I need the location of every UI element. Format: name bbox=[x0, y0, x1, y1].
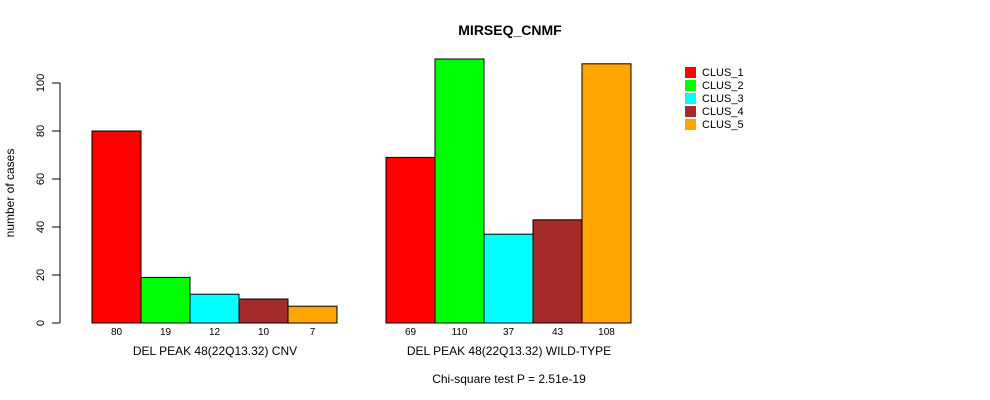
chi-square-footnote: Chi-square test P = 2.51e-19 bbox=[432, 372, 586, 386]
y-tick-label: 20 bbox=[35, 269, 47, 281]
legend-label: CLUS_3 bbox=[702, 93, 744, 105]
bar-value-label: 80 bbox=[111, 327, 123, 338]
bar-value-label: 43 bbox=[552, 327, 564, 338]
bar-clus-3 bbox=[189, 293, 240, 324]
bar-value-label: 69 bbox=[405, 327, 417, 338]
group-label-cnv: DEL PEAK 48(22Q13.32) CNV bbox=[133, 344, 297, 358]
y-tick-label: 80 bbox=[35, 125, 47, 137]
bar-clus-2 bbox=[434, 58, 485, 324]
bar-clus-4 bbox=[532, 219, 583, 324]
y-tick-label: 0 bbox=[35, 320, 47, 326]
bar-value-label: 19 bbox=[160, 327, 172, 338]
legend-label: CLUS_5 bbox=[702, 119, 744, 131]
chart-title: MIRSEQ_CNMF bbox=[458, 22, 562, 38]
bar-clus-1 bbox=[385, 156, 436, 324]
bar-clus-5 bbox=[581, 63, 632, 324]
y-tick-label: 60 bbox=[35, 173, 47, 185]
y-axis-label: number of cases bbox=[3, 149, 17, 238]
bar-value-label: 12 bbox=[209, 327, 221, 338]
y-tick-label: 100 bbox=[35, 74, 47, 92]
bar-clus-1 bbox=[91, 130, 142, 324]
group-label-wild-type: DEL PEAK 48(22Q13.32) WILD-TYPE bbox=[407, 344, 611, 358]
legend-swatch bbox=[685, 93, 696, 104]
bar-value-label: 108 bbox=[598, 327, 615, 338]
legend-label: CLUS_1 bbox=[702, 67, 744, 79]
legend-swatch bbox=[685, 80, 696, 91]
legend-swatch bbox=[685, 67, 696, 78]
legend-label: CLUS_2 bbox=[702, 80, 744, 92]
bar-value-label: 7 bbox=[310, 327, 316, 338]
bar-value-label: 37 bbox=[503, 327, 515, 338]
bar-clus-4 bbox=[238, 298, 289, 324]
bar-value-label: 10 bbox=[258, 327, 270, 338]
legend-swatch bbox=[685, 119, 696, 130]
bar-clus-2 bbox=[140, 276, 191, 324]
y-tick-label: 40 bbox=[35, 221, 47, 233]
bar-clus-5 bbox=[287, 305, 338, 324]
bar-clus-3 bbox=[483, 233, 534, 324]
y-axis: 0 20 40 60 80 100 bbox=[35, 74, 61, 326]
bar-labels: 80 19 12 10 7 69 110 37 43 108 bbox=[111, 327, 615, 338]
bars bbox=[91, 58, 632, 324]
bar-value-label: 110 bbox=[452, 327, 468, 338]
legend-swatch bbox=[685, 106, 696, 117]
legend-label: CLUS_4 bbox=[702, 106, 744, 118]
